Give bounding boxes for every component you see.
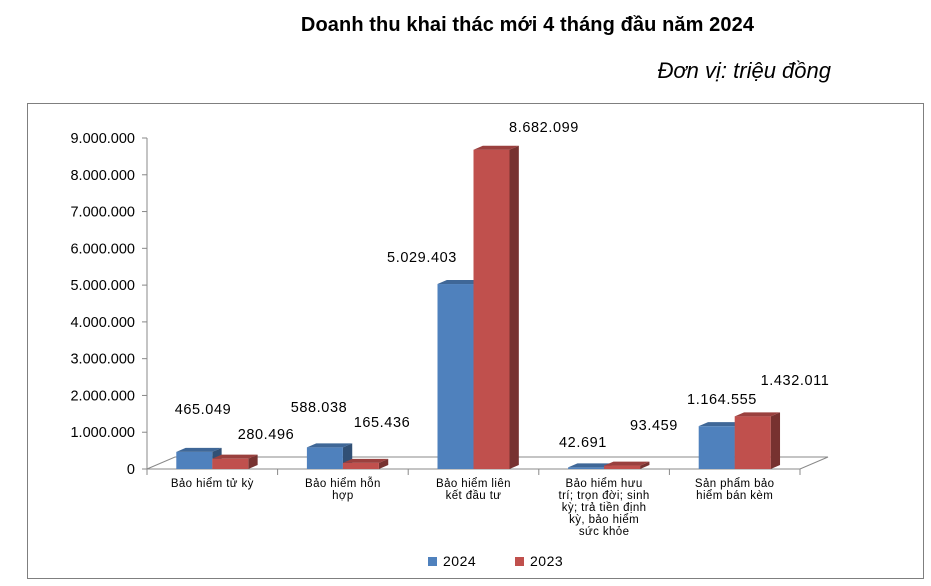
- bar-2024-3: [568, 467, 605, 469]
- unit-label: Đơn vị: triệu đồng: [657, 58, 832, 83]
- y-tick-label-2: 2.000.000: [70, 388, 135, 404]
- x-tick-label-0: Bảo hiểm tử kỳ: [147, 478, 278, 490]
- bar-2023-1: [342, 462, 379, 469]
- legend-item-2024: 2024: [428, 553, 476, 569]
- bar-2023-0-side: [248, 454, 258, 469]
- x-tick-label-4-line-0: Sản phẩm bảo: [694, 478, 775, 490]
- legend-label-2023: 2023: [530, 553, 564, 569]
- bar-2023-3-side: [640, 461, 650, 469]
- bar-2024-3-top: [568, 463, 614, 468]
- bar-2023-2: [473, 149, 510, 469]
- bar-2023-3: [604, 465, 641, 469]
- bar-2023-2-side: [509, 145, 519, 469]
- data-label-2023-0: 280.496: [238, 427, 295, 443]
- bar-2024-4: [698, 426, 735, 469]
- x-tick-label-0-line-0: Bảo hiểm tử kỳ: [170, 478, 254, 490]
- bar-2023-4: [734, 416, 771, 469]
- x-tick-label-3-line-1: trí; trọn đời; sinh: [558, 490, 650, 502]
- bar-2023-1-top: [342, 458, 389, 463]
- x-tick-label-3: Bảo hiểm hưu trí; trọn đời; sinh kỳ; trả t…: [539, 478, 670, 538]
- bar-2023-0: [212, 458, 249, 469]
- bar-2024-2-top: [437, 280, 483, 285]
- y-tick-label-5: 5.000.000: [70, 278, 135, 294]
- y-tick-label-6: 6.000.000: [70, 241, 135, 257]
- y-tick-label-9: 9.000.000: [70, 131, 135, 147]
- x-tick-label-2-line-0: Bảo hiểm liên: [436, 478, 511, 490]
- legend-swatch-2024: [428, 557, 437, 566]
- data-label-2023-1: 165.436: [354, 415, 411, 431]
- bar-2024-4-top: [698, 422, 745, 427]
- y-tick-label-8: 8.000.000: [70, 168, 135, 184]
- bar-2024-1-top: [306, 443, 353, 448]
- x-tick-label-3-line-0: Bảo hiểm hưu: [565, 478, 643, 490]
- x-tick-label-2: Bảo hiểm liên kết đầu tư: [408, 478, 539, 502]
- x-tick-label-4-line-1: hiểm bán kèm: [696, 490, 774, 502]
- legend-swatch-2023: [515, 557, 524, 566]
- bar-2024-0-top: [176, 447, 222, 452]
- x-tick-label-3-line-3: kỳ, bảo hiểm: [569, 514, 640, 526]
- x-tick-label-4: Sản phẩm bảo hiểm bán kèm: [669, 478, 800, 502]
- x-tick-label-2-line-1: kết đầu tư: [445, 490, 502, 502]
- bar-2023-4-top: [734, 412, 781, 417]
- chart-frame: [27, 103, 924, 579]
- data-label-2024-2: 5.029.403: [387, 250, 457, 266]
- x-tick-label-1-line-1: hợp: [332, 490, 354, 502]
- y-tick-label-7: 7.000.000: [70, 205, 135, 221]
- x-tick-label-3-line-2: kỳ; trả tiền định: [561, 502, 647, 514]
- y-tick-label-1: 1.000.000: [70, 425, 135, 441]
- y-tick-label-0: 0: [127, 462, 135, 478]
- bar-2023-0-top: [212, 454, 258, 459]
- y-tick-label-4: 4.000.000: [70, 315, 135, 331]
- x-tick-label-1-line-0: Bảo hiểm hỗn: [305, 478, 381, 490]
- legend-label-2024: 2024: [443, 553, 477, 569]
- bar-2023-3-top: [604, 461, 650, 466]
- x-tick-label-3-line-4: sức khỏe: [578, 526, 630, 538]
- bar-2023-2-top: [473, 145, 519, 150]
- y-tick-label-3: 3.000.000: [70, 352, 135, 368]
- data-label-2023-2: 8.682.099: [509, 120, 579, 136]
- data-label-2024-0: 465.049: [175, 402, 232, 418]
- bar-2024-0: [176, 451, 213, 469]
- chart-title: Doanh thu khai thác mới 4 tháng đầu năm …: [300, 14, 755, 36]
- data-label-2024-1: 588.038: [291, 400, 348, 416]
- bar-2024-2: [437, 284, 474, 469]
- legend-item-2023: 2023: [515, 553, 563, 569]
- bar-2023-1-side: [378, 458, 389, 469]
- bar-2023-4-side: [770, 412, 781, 469]
- data-label-2024-3: 42.691: [559, 435, 607, 451]
- data-label-2023-3: 93.459: [630, 418, 678, 434]
- data-label-2024-4: 1.164.555: [687, 392, 757, 408]
- bar-2024-1: [306, 447, 343, 469]
- x-tick-label-1: Bảo hiểm hỗn hợp: [278, 478, 409, 502]
- data-label-2023-4: 1.432.011: [761, 373, 830, 389]
